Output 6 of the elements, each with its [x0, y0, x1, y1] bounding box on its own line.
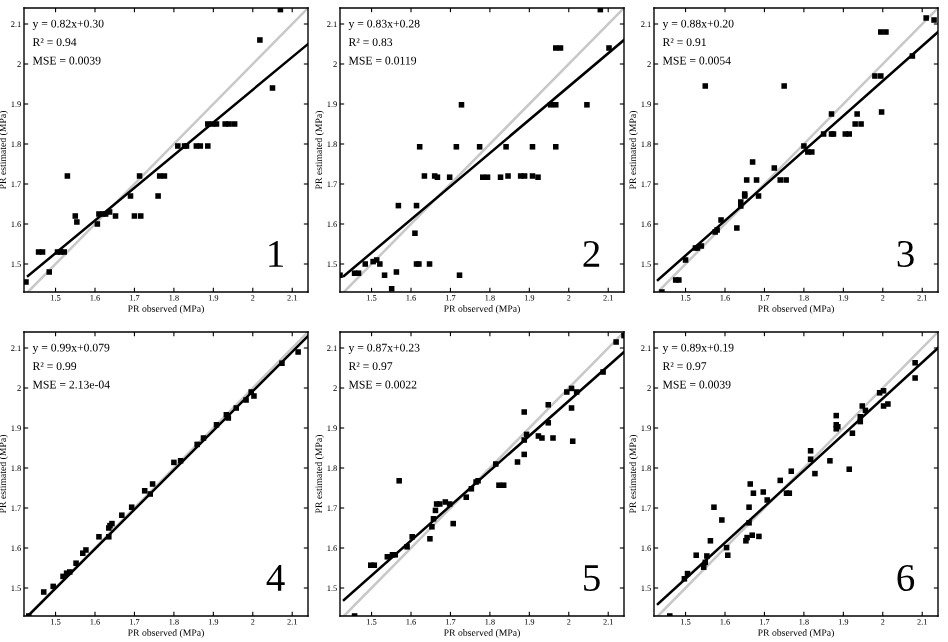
- annotation: 4: [266, 565, 285, 591]
- annotation: 3: [897, 240, 914, 268]
- annotation: 2: [583, 240, 600, 267]
- annotation: 6: [897, 564, 915, 592]
- annotation: 1: [269, 241, 283, 267]
- annotation: 5: [584, 565, 600, 592]
